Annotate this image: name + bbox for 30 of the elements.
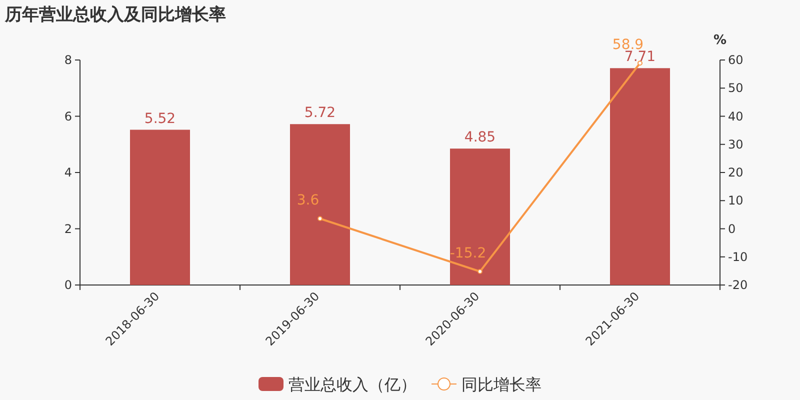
chart-title: 历年营业总收入及同比增长率 <box>4 5 226 25</box>
y2-axis-title: % <box>713 33 727 48</box>
bar <box>130 130 190 285</box>
bar <box>610 68 670 285</box>
y-tick-label: 8 <box>64 53 72 67</box>
data-label: 4.85 <box>464 130 496 146</box>
data-label: 5.52 <box>144 110 176 127</box>
y2-tick-label: 60 <box>728 53 744 67</box>
y2-tick-label: 10 <box>728 194 744 208</box>
data-label: 5.72 <box>304 105 336 122</box>
y2-tick-label: 50 <box>728 81 744 96</box>
data-label: 3.6 <box>296 192 320 209</box>
y2-tick-label: 30 <box>728 137 744 152</box>
y2-tick-label: 0 <box>728 222 736 236</box>
legend-label: 同比增长率 <box>462 375 542 394</box>
legend-label: 营业总收入（亿） <box>288 375 416 394</box>
y2-tick-label: 40 <box>728 109 744 124</box>
point <box>478 269 482 274</box>
point <box>638 60 642 66</box>
bar <box>290 124 350 285</box>
bar <box>450 148 510 285</box>
y-tick-label: 2 <box>64 222 72 236</box>
y-tick-label: 4 <box>64 166 72 180</box>
data-label: -15.2 <box>450 246 486 262</box>
y2-tick-label: 20 <box>728 166 744 180</box>
y2-tick-label: -20 <box>728 278 748 292</box>
y-tick-label: 6 <box>64 109 72 124</box>
y-tick-label: 0 <box>64 278 72 292</box>
y2-tick-label: -10 <box>728 250 748 264</box>
point <box>318 216 322 222</box>
